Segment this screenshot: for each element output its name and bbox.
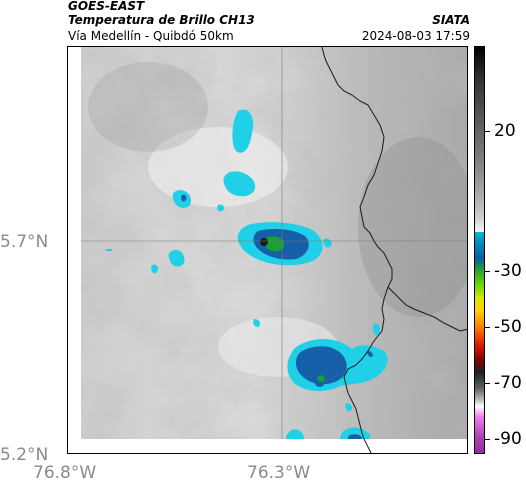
cloud-core <box>260 238 268 246</box>
cloud-cell <box>348 434 362 439</box>
dark-cloud-band <box>88 62 208 152</box>
admin-border <box>363 438 372 453</box>
cloud-cell <box>340 427 370 439</box>
satellite-map <box>67 46 468 454</box>
colorbar-tick <box>485 131 490 132</box>
colorbar-tick-label: -50 <box>494 317 522 337</box>
organization-label: SIATA <box>432 13 470 27</box>
product-title: Temperatura de Brillo CH13 <box>68 13 255 27</box>
cloud-cell <box>223 171 256 197</box>
no-data-strip <box>68 47 81 453</box>
cloud-cell <box>264 236 285 252</box>
map-canvas <box>68 47 467 453</box>
longitude-label: 76.8°W <box>33 463 97 483</box>
timestamp-label: 2024-08-03 17:59 <box>361 29 470 43</box>
cloud-cell <box>217 204 225 212</box>
colorbar-tick-label: -30 <box>494 261 522 281</box>
longitude-label: 76.3°W <box>247 463 311 483</box>
agency-title: GOES-EAST <box>68 0 145 13</box>
cloud-cell <box>106 249 112 251</box>
cloud-cell <box>253 319 261 327</box>
admin-border <box>321 47 467 332</box>
colorbar-tick <box>485 327 490 328</box>
cloud-cell <box>232 109 254 153</box>
colorbar-tick <box>485 383 490 384</box>
cloud-cell <box>373 323 381 336</box>
colorbar-tick-label: 20 <box>494 121 516 141</box>
colorbar-tick-label: -90 <box>494 429 522 449</box>
latitude-label: 5.2°N <box>0 445 49 465</box>
colorbar-tick-label: -70 <box>494 373 522 393</box>
dark-cloud-band <box>358 137 467 317</box>
colorbar <box>474 46 485 454</box>
latitude-label: 5.7°N <box>0 232 49 252</box>
cloud-cell <box>317 375 325 382</box>
cloud-cell <box>168 249 185 267</box>
no-data-strip <box>68 439 467 453</box>
cloud-cell <box>367 351 373 357</box>
colorbar-tick <box>485 439 490 440</box>
cloud-cell <box>181 194 187 202</box>
admin-border <box>343 286 389 440</box>
region-subtitle: Vía Medellín - Quibdó 50km <box>68 29 234 43</box>
cloud-cell <box>295 346 347 385</box>
cloud-cell <box>151 264 159 274</box>
colorbar-tick <box>485 271 490 272</box>
cold-cloud-tops <box>106 109 388 439</box>
cloud-cell <box>286 429 304 439</box>
cloud-cell <box>345 403 353 411</box>
